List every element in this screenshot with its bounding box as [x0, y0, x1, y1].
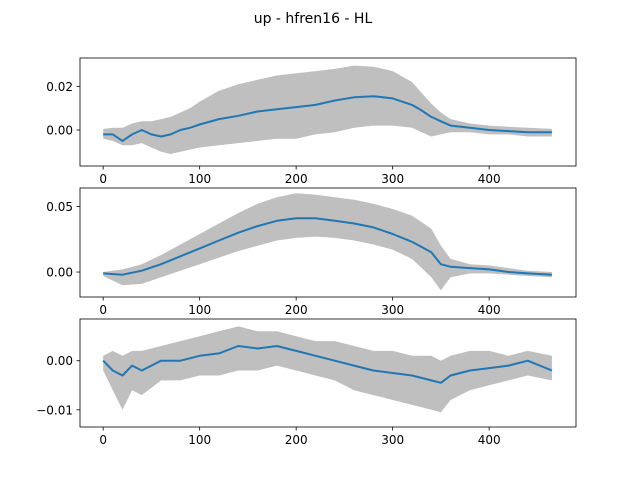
subplot-2-xtick-label: 200 [285, 303, 308, 317]
subplot-1-frame [79, 57, 577, 167]
subplot-3-band [103, 326, 552, 413]
subplot-2-frame [79, 187, 577, 298]
subplot-3: 0 100 200 300 400 −0.01 0.00 [36, 318, 577, 447]
subplot-3-xtick-label: 300 [381, 433, 404, 447]
subplot-3-xtick-label: 0 [99, 433, 107, 447]
subplot-1-xtick-label: 200 [285, 172, 308, 186]
subplot-2-xtick-label: 400 [478, 303, 501, 317]
subplot-3-ytick-label: −0.01 [36, 403, 73, 417]
subplot-2-line [103, 217, 552, 276]
subplot-2-yticks: 0.00 0.05 [46, 200, 80, 280]
subplot-3-ytick-label: 0.00 [46, 354, 73, 368]
subplot-2-ytick-label: 0.05 [46, 200, 73, 214]
subplot-1-yticks: 0.00 0.02 [46, 80, 80, 138]
subplot-1-ytick-label: 0.00 [46, 124, 73, 138]
subplot-3-yticks: −0.01 0.00 [36, 354, 80, 417]
subplot-1: 0 100 200 300 400 0.00 0.02 [46, 57, 577, 186]
subplot-1-ytick-label: 0.02 [46, 80, 73, 94]
subplot-1-xtick-label: 400 [478, 172, 501, 186]
subplot-3-line [102, 345, 553, 384]
subplot-1-band-area [103, 65, 552, 154]
subplot-3-frame [79, 318, 577, 428]
subplot-1-xtick-label: 100 [188, 172, 211, 186]
subplot-2-band-area [103, 193, 552, 291]
subplot-1-band [103, 65, 552, 154]
subplot-2-ytick-label: 0.00 [46, 266, 73, 280]
subplot-3-band-area [103, 326, 552, 413]
subplot-1-xtick-label: 0 [99, 172, 107, 186]
subplot-2-xticks: 0 100 200 300 400 [99, 297, 501, 317]
figure-title: up - hfren16 - HL [254, 11, 373, 27]
subplot-1-xticks: 0 100 200 300 400 [99, 166, 501, 186]
subplot-2-xtick-label: 300 [381, 303, 404, 317]
subplot-1-mean-line [103, 95, 552, 142]
subplot-2-band [103, 193, 552, 291]
subplot-1-xtick-label: 300 [381, 172, 404, 186]
subplot-2-mean-line [103, 217, 552, 276]
subplot-1-line [103, 95, 552, 142]
subplot-2-xtick-label: 100 [188, 303, 211, 317]
subplot-3-xtick-label: 100 [188, 433, 211, 447]
subplot-3-xtick-label: 400 [478, 433, 501, 447]
subplot-2: 0 100 200 300 400 0.00 0.05 [46, 187, 577, 317]
subplot-3-mean-line [102, 345, 553, 384]
subplot-3-xticks: 0 100 200 300 400 [99, 427, 501, 447]
subplot-3-xtick-label: 200 [285, 433, 308, 447]
subplot-2-xtick-label: 0 [99, 303, 107, 317]
